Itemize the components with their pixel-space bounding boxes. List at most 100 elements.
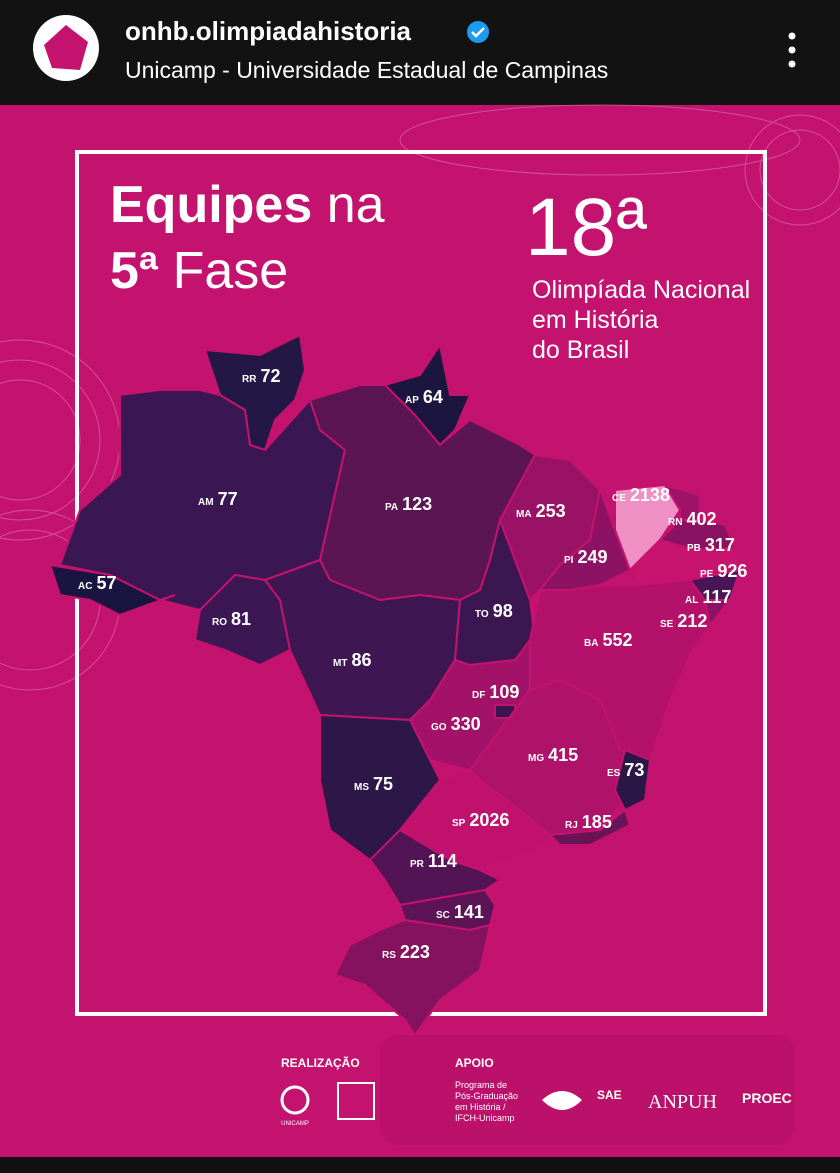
state-label: TO 98: [475, 601, 513, 621]
state-label: RJ 185: [565, 812, 612, 832]
state: [613, 748, 652, 812]
username[interactable]: onhb.olimpiadahistoria: [125, 16, 412, 46]
state-code: RN: [668, 517, 682, 528]
anpuh-label: ANPUH: [648, 1091, 717, 1113]
state-code: RS: [382, 950, 396, 961]
state-label: RS 223: [382, 942, 430, 962]
proec-label: PROEC: [742, 1090, 792, 1106]
state-code: BA: [584, 638, 598, 649]
state-value: 185: [582, 812, 612, 832]
state-label: PR 114: [410, 851, 457, 871]
poster-title: Equipes na: [110, 176, 385, 234]
state: [48, 563, 176, 617]
state-value: 117: [702, 587, 731, 607]
state-value: 223: [400, 942, 430, 962]
program-line: Programa de: [455, 1080, 507, 1090]
state-label: AP 64: [405, 387, 443, 407]
state-code: CE: [612, 493, 626, 504]
state-value: 249: [577, 547, 607, 567]
state-code: PB: [687, 543, 701, 554]
state-code: MA: [516, 509, 532, 520]
state-code: PE: [700, 569, 714, 580]
state-label: MS 75: [354, 774, 393, 794]
state-value: 72: [260, 366, 280, 386]
state-value: 57: [96, 573, 116, 593]
title-word: na: [327, 176, 385, 234]
state-label: DF 109: [472, 682, 519, 702]
program-line: em História /: [455, 1102, 506, 1112]
more-button[interactable]: [788, 32, 796, 68]
state-label: RR 72: [242, 366, 280, 386]
state: [547, 808, 632, 846]
state-label: RN 402: [668, 509, 717, 529]
state-label: GO 330: [431, 714, 481, 734]
edition: 18ª: [525, 182, 647, 273]
state-label: MG 415: [528, 745, 578, 765]
state-code: AP: [405, 395, 419, 406]
state-label: SE 212: [660, 611, 707, 631]
sae-logo: [542, 1091, 582, 1110]
state-code: TO: [475, 609, 489, 620]
state-code: AC: [78, 581, 92, 592]
state-label: AM 77: [198, 489, 238, 509]
verified-badge: [467, 21, 489, 43]
state-code: MT: [333, 658, 347, 669]
state-value: 402: [686, 509, 716, 529]
state-code: GO: [431, 722, 447, 733]
state-label: MT 86: [333, 650, 371, 670]
state-code: ES: [607, 768, 621, 779]
state-value: 2026: [469, 810, 509, 830]
state-value: 317: [705, 535, 735, 555]
title-word: Fase: [173, 242, 289, 300]
verified-check: [471, 27, 485, 38]
subtitle: Unicamp - Universidade Estadual de Campi…: [125, 57, 608, 83]
state-code: SC: [436, 910, 450, 921]
state-value: 2138: [630, 485, 670, 505]
state-label: SC 141: [436, 902, 484, 922]
state-code: MS: [354, 782, 369, 793]
state: [333, 918, 492, 1037]
state-value: 552: [602, 630, 632, 650]
state-value: 77: [218, 489, 238, 509]
state-value: 73: [624, 760, 644, 780]
unicamp-label: UNICAMP: [281, 1121, 309, 1127]
state-value: 81: [231, 609, 251, 629]
state-label: ES 73: [607, 760, 644, 780]
state-value: 123: [402, 494, 432, 514]
state-code: AL: [685, 595, 698, 606]
state-label: MA 253: [516, 501, 566, 521]
state-label: SP 2026: [452, 810, 509, 830]
state-value: 86: [351, 650, 371, 670]
header-bar: [0, 0, 840, 105]
state-label: PB 317: [687, 535, 735, 555]
state-code: PA: [385, 502, 398, 513]
state-code: PR: [410, 859, 425, 870]
event-line: do Brasil: [532, 336, 629, 364]
state-value: 141: [454, 902, 484, 922]
event-line: Olimpíada Nacional: [532, 276, 750, 304]
state: [368, 828, 502, 907]
title-word: Equipes: [110, 176, 312, 234]
state-code: RJ: [565, 820, 578, 831]
state-code: SP: [452, 818, 466, 829]
event-line: em História: [532, 306, 659, 334]
footer-box: [380, 1035, 795, 1145]
state-label: RO 81: [212, 609, 251, 629]
state-code: MG: [528, 753, 544, 764]
state-value: 926: [717, 561, 747, 581]
poster-title: 5ª Fase: [110, 242, 288, 300]
state-label: BA 552: [584, 630, 633, 650]
sae-label: SAE: [597, 1088, 622, 1102]
state-code: RR: [242, 374, 257, 385]
onhb-logo: [337, 1082, 375, 1120]
footer-heading: REALIZAÇÃO: [281, 1055, 360, 1070]
state-value: 212: [677, 611, 707, 631]
state-value: 253: [536, 501, 566, 521]
state-label: AL 117: [685, 587, 731, 607]
state-label: CE 2138: [612, 485, 670, 505]
state-value: 64: [423, 387, 443, 407]
